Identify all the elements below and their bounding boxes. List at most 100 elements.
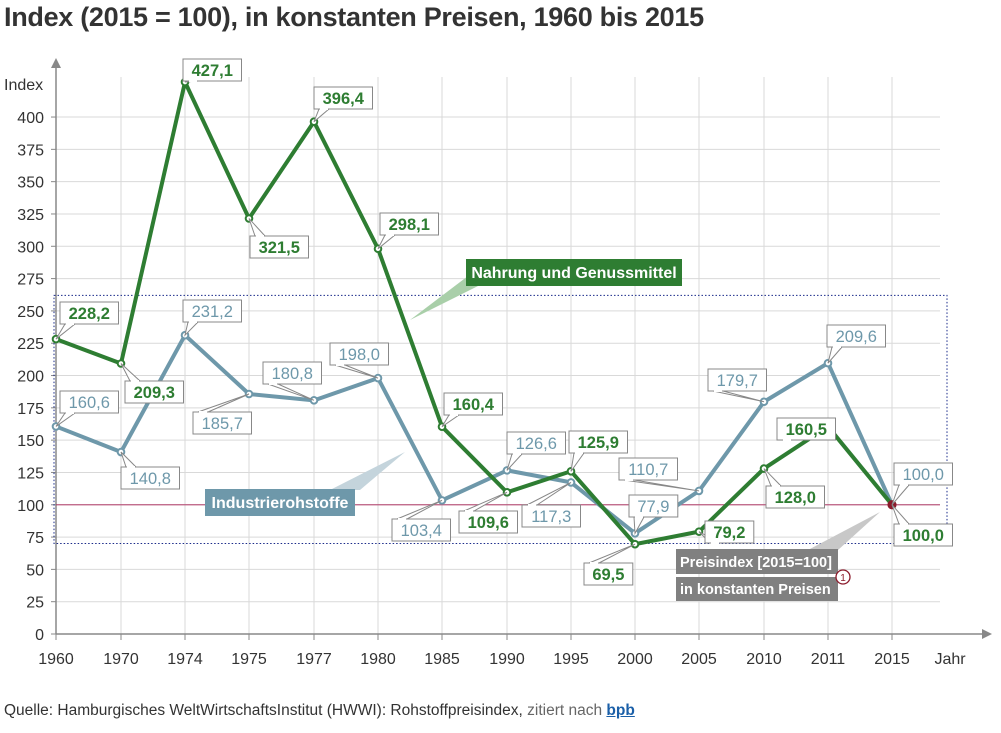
data-label-food: 321,5 (248, 218, 309, 259)
y-axis-label: Index (4, 77, 43, 94)
data-label-food-pointer (570, 452, 585, 472)
source-text: Quelle: Hamburgisches WeltWirtschaftsIns… (4, 702, 523, 719)
x-tick-label: 2000 (617, 651, 653, 668)
data-label-food-box (182, 58, 242, 82)
data-label-industrial-box (628, 494, 679, 518)
y-tick-label: 200 (17, 369, 44, 386)
data-label-food-pointer (377, 234, 396, 250)
x-tick-label: 1974 (167, 651, 203, 668)
legend-industrial-pointer (330, 452, 405, 490)
y-tick-label: 325 (17, 207, 44, 224)
data-label-industrial-pointer (267, 383, 315, 401)
data-label-food: 427,1 (182, 58, 242, 83)
data-label-food-box (704, 520, 755, 544)
data-label-industrial-text: 126,6 (516, 435, 557, 453)
line-chart: 0 25 50 75 100 125 150 175 200 225 250 275 300 325 350… (4, 58, 992, 668)
data-label-industrial-pointer (827, 346, 843, 364)
data-label-food-box (765, 485, 825, 509)
data-label-food-pointer (248, 218, 266, 237)
data-label-industrial-text: 100,0 (903, 466, 944, 484)
data-label-industrial-box (262, 361, 322, 385)
data-label-industrial-text: 160,6 (69, 394, 110, 412)
data-label-food: 69,5 (583, 543, 636, 586)
data-label-industrial-box (506, 431, 566, 455)
data-label-industrial-box (59, 390, 119, 414)
price-index-box-2 (676, 577, 838, 601)
data-label-food-box (124, 380, 184, 404)
data-label-food-text: 69,5 (592, 566, 624, 584)
data-label-industrial-pointer (526, 481, 572, 506)
data-label-industrial-text: 180,8 (272, 365, 313, 383)
data-label-food-box (568, 430, 628, 454)
bpb-link[interactable]: bpb (606, 702, 635, 719)
data-label-industrial-text: 77,9 (637, 498, 669, 516)
data-label-industrial: 126,6 (506, 431, 566, 471)
y-tick-label: 400 (17, 110, 44, 127)
data-label-industrial-text: 185,7 (202, 415, 243, 433)
data-label-food-text: 228,2 (69, 305, 110, 323)
data-label-industrial-pointer (623, 479, 700, 492)
data-label-food-pointer (891, 504, 910, 525)
data-label-industrial: 160,6 (55, 390, 119, 427)
data-label-industrial: 110,7 (618, 457, 700, 492)
data-label-industrial-text: 117,3 (531, 508, 571, 526)
x-tick-label: 2015 (874, 651, 910, 668)
data-label-industrial: 103,4 (391, 499, 451, 542)
y-tick-label: 125 (17, 465, 44, 482)
y-tick-label: 100 (17, 498, 44, 515)
data-label-food-text: 100,0 (903, 527, 944, 545)
data-label-industrial-box (182, 299, 242, 323)
data-label-industrial-text: 179,7 (717, 372, 758, 390)
data-label-food: 100,0 (891, 504, 953, 547)
chart-title: Index (2015 = 100), in konstanten Preise… (4, 2, 704, 32)
data-label-industrial-text: 103,4 (401, 522, 442, 540)
footnote-marker-circle (835, 569, 851, 585)
legend-food-pointer (410, 276, 498, 320)
y-tick-label: 375 (17, 142, 44, 159)
data-label-industrial-box (391, 518, 451, 542)
legend-food-box (466, 259, 682, 286)
price-index-line-1: Preisindex [2015=100] (680, 555, 832, 571)
data-label-food-box (893, 523, 953, 547)
data-label-food-box (379, 212, 439, 236)
data-label-food-pointer (441, 414, 460, 428)
data-label-food-text: 298,1 (389, 216, 430, 234)
data-label-food-box (313, 86, 373, 110)
data-label-industrial-box (120, 466, 180, 490)
y-tick-label: 350 (17, 175, 44, 192)
y-tick-label: 300 (17, 239, 44, 256)
price-index-box-1 (676, 549, 838, 574)
data-labels: 228,2 209,3 427,1 321,5 396,4 298,1 160,4 109,6… (55, 58, 953, 586)
source-cited: zitiert nach (527, 702, 603, 719)
data-label-food: 298,1 (377, 212, 439, 250)
legend-food-label: Nahrung und Genussmittel (471, 265, 676, 282)
data-label-food-text: 128,0 (775, 489, 816, 507)
x-tick-label: 1977 (296, 651, 332, 668)
data-label-food-pointer (763, 468, 782, 487)
data-label-industrial: 198,0 (329, 342, 389, 379)
data-label-industrial-pointer (633, 516, 645, 536)
data-label-food-text: 125,9 (578, 434, 619, 452)
data-label-food-text: 109,6 (468, 514, 509, 532)
data-label-food: 160,4 (441, 392, 503, 428)
data-label-food-box (458, 510, 518, 534)
legend-industrial-label: Industrierohstoffe (212, 495, 349, 512)
y-tick-label: 250 (17, 304, 44, 321)
data-label-food-text: 427,1 (192, 62, 233, 80)
data-label-food: 79,2 (698, 520, 755, 544)
y-tick-label: 25 (26, 595, 44, 612)
series-line-industrial (54, 333, 894, 536)
data-label-industrial: 100,0 (891, 462, 953, 506)
x-tick-label: 2005 (681, 651, 717, 668)
x-tick-label: 1985 (424, 651, 460, 668)
data-label-food-box (776, 417, 836, 441)
data-label-food-box (443, 392, 503, 416)
data-label-food-text: 160,5 (786, 421, 827, 439)
data-label-food-pointer (120, 363, 141, 382)
x-tick-label: 1990 (489, 651, 525, 668)
source-note: Quelle: Hamburgisches WeltWirtschaftsIns… (4, 702, 635, 720)
legend-industrial-box (205, 489, 355, 516)
data-label-industrial-box (893, 462, 953, 486)
data-label-industrial-box (329, 342, 389, 366)
data-label-industrial: 180,8 (262, 361, 322, 401)
